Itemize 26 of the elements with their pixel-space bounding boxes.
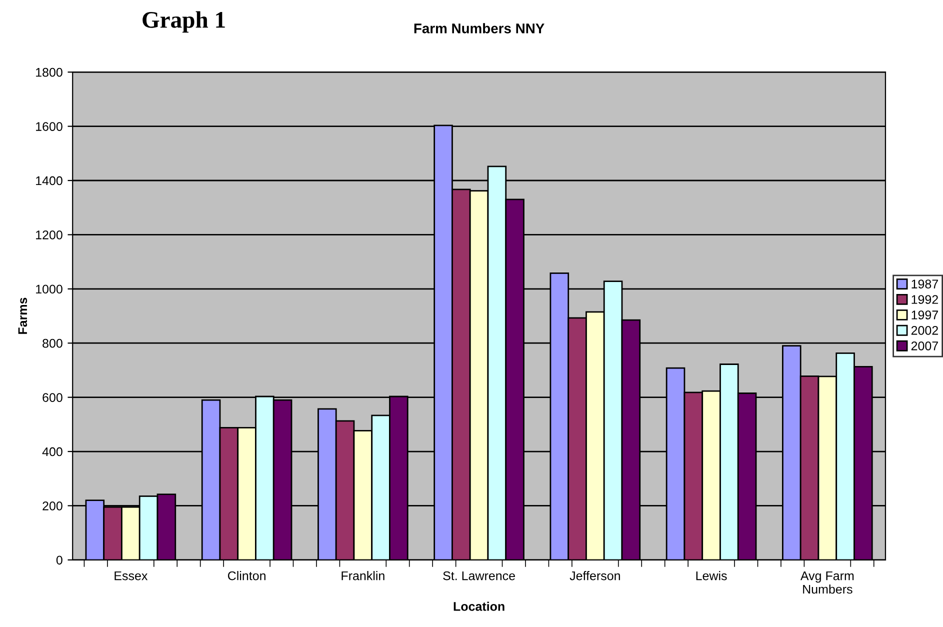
y-axis-title: Farms [18, 298, 28, 334]
legend-label: 1987 [912, 280, 938, 288]
x-tick-label: St. Lawrence [443, 571, 515, 580]
caption: Graph 1 [142, 11, 225, 33]
y-tick-label: 1400 [36, 176, 62, 186]
y-tick-label: 1200 [36, 230, 62, 240]
x-axis-title: Location [454, 602, 504, 611]
y-tick-label: 0 [56, 556, 62, 565]
legend-label: 1997 [912, 310, 938, 320]
y-tick-label: 1600 [36, 122, 62, 131]
x-tick-label: Jefferson [570, 571, 620, 580]
x-tick-label: Lewis [696, 571, 727, 580]
x-tick-label: Franklin [342, 571, 384, 580]
y-tick-label: 1800 [36, 68, 62, 77]
y-tick-label: 400 [42, 447, 62, 456]
legend-label: 2007 [911, 341, 938, 350]
y-tick-label: 200 [42, 502, 62, 510]
y-tick-label: 800 [42, 338, 62, 348]
legend-label: 1992 [912, 295, 938, 304]
y-tick-label: 1000 [36, 284, 62, 294]
legend-label: 2002 [911, 326, 938, 335]
x-tick-label: Avg Farm Numbers [800, 571, 854, 594]
chart-title: Farm Numbers NNY [414, 23, 544, 34]
x-tick-label: Clinton [228, 571, 266, 580]
y-tick-label: 600 [42, 393, 62, 402]
x-tick-label: Essex [114, 571, 148, 580]
